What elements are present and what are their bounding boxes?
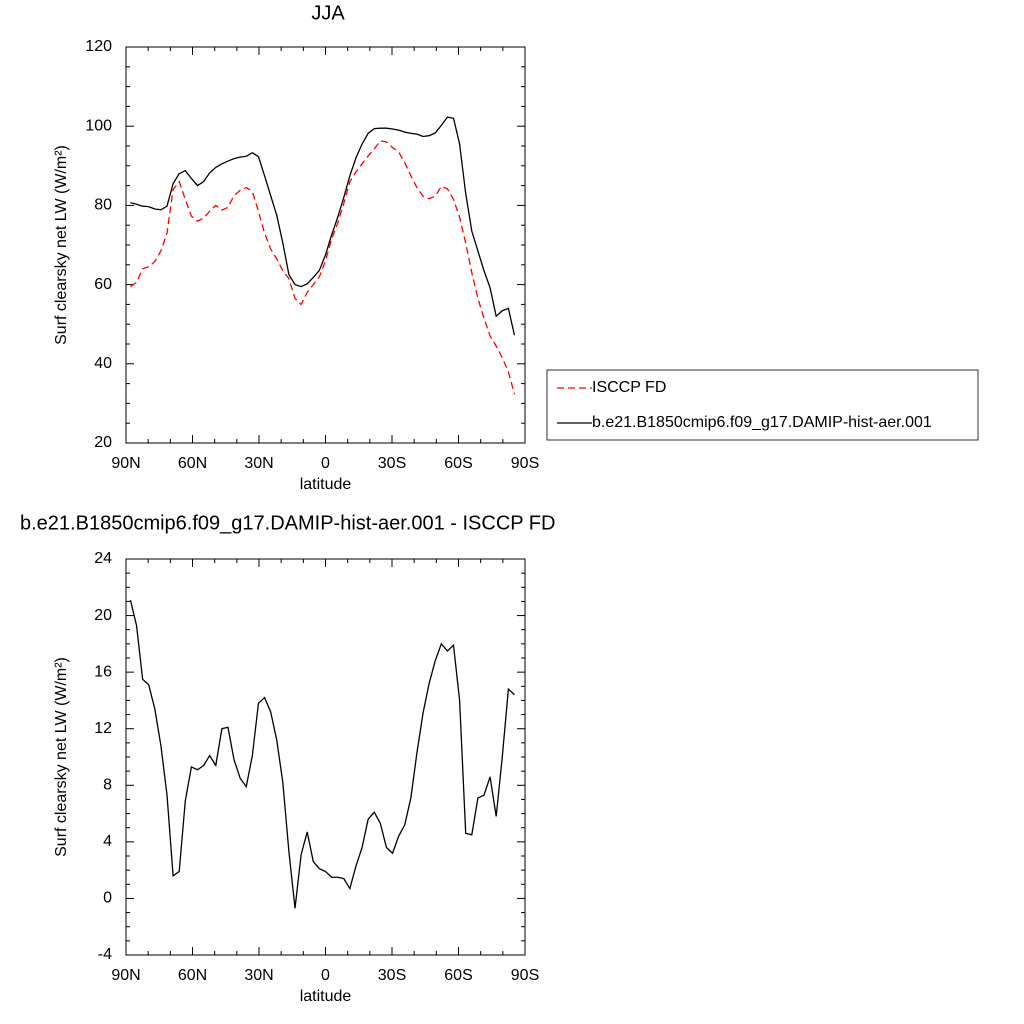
y-tick-label: 60 <box>94 276 112 293</box>
chart-title: b.e21.B1850cmip6.f09_g17.DAMIP-hist-aer.… <box>20 512 555 534</box>
x-tick-label: 90N <box>111 455 140 472</box>
y-axis-label: Surf clearsky net LW (W/m²) <box>53 145 70 345</box>
data-line <box>130 116 516 336</box>
x-tick-label: 30S <box>378 967 406 984</box>
y-tick-label: 12 <box>94 720 112 737</box>
x-tick-label: 30N <box>244 967 273 984</box>
x-tick-label: 60S <box>444 967 472 984</box>
legend-box <box>546 369 979 441</box>
y-tick-label: 80 <box>94 197 112 214</box>
x-tick-label: 30S <box>378 455 406 472</box>
x-tick-label: 60N <box>178 455 207 472</box>
x-tick-label: 90S <box>511 967 539 984</box>
y-tick-label: 8 <box>103 777 112 794</box>
x-axis-label: latitude <box>300 988 352 1005</box>
y-tick-label: 0 <box>103 890 112 907</box>
x-tick-label: 0 <box>321 967 330 984</box>
x-tick-label: 30N <box>244 455 273 472</box>
legend-label: b.e21.B1850cmip6.f09_g17.DAMIP-hist-aer.… <box>592 414 932 431</box>
data-line <box>129 599 515 909</box>
x-axis-label: latitude <box>300 476 352 493</box>
x-tick-label: 60S <box>444 455 472 472</box>
x-tick-label: 90N <box>111 967 140 984</box>
y-tick-label: -4 <box>98 946 112 963</box>
y-tick-label: 100 <box>85 117 112 134</box>
y-tick-label: 4 <box>103 833 112 850</box>
y-tick-label: 16 <box>94 663 112 680</box>
y-tick-label: 24 <box>94 550 112 567</box>
chart-title: JJA <box>311 2 345 24</box>
legend-label: ISCCP FD <box>592 379 666 396</box>
plot-frame <box>125 46 526 444</box>
x-tick-label: 0 <box>321 455 330 472</box>
x-tick-label: 60N <box>178 967 207 984</box>
y-tick-label: 20 <box>94 607 112 624</box>
x-tick-label: 90S <box>511 455 539 472</box>
data-line <box>130 140 516 395</box>
plot-frame <box>125 558 526 956</box>
y-axis-label: Surf clearsky net LW (W/m²) <box>53 657 70 857</box>
y-tick-label: 120 <box>85 38 112 55</box>
y-tick-label: 40 <box>94 355 112 372</box>
y-tick-label: 20 <box>94 434 112 451</box>
